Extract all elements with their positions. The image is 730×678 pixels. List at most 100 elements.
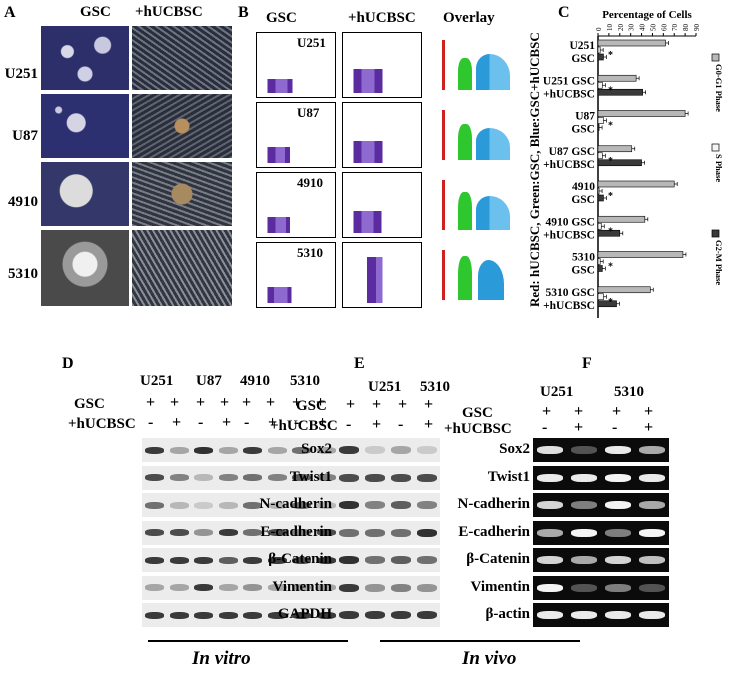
panel-e-gsc-label: GSC [296,398,327,414]
in-vitro-line [148,640,348,642]
chart-category-label: 5310 [572,252,595,264]
chart-legend-swatch [711,53,720,62]
blot-band [194,446,213,454]
blot-row [336,465,440,490]
blot-band [145,501,164,509]
blot-band [339,556,359,564]
in-vitro-label: In vitro [192,648,251,669]
blot-band [243,529,262,536]
blot-band [292,474,311,481]
histogram-4910-gsc: 4910 [256,172,336,238]
chart-bar [597,53,604,61]
panel-e-protein-label: GAPDH [277,606,332,622]
panel-b-header-gsc: GSC [266,10,297,26]
chart-x-tick-label: 70 [671,24,679,32]
blot-row [142,603,338,627]
blot-band [292,529,311,536]
chart-bar [597,46,601,54]
blot-band [169,446,189,454]
chart-bar [597,215,646,223]
chart-bar [597,124,600,131]
panel-e-hucbsc-sign: + [424,416,434,433]
blot-band [339,473,359,482]
chart-bar [597,159,642,167]
blot-row [336,548,440,572]
chart-bar [597,145,633,153]
panel-e-gsc-sign: + [398,396,408,413]
panel-e-protein-label: Twist1 [289,468,332,485]
micrograph-5310-gsc [41,230,129,306]
blot-row [142,548,338,572]
gel-band [537,473,563,482]
panel-c-letter: C [558,4,570,21]
chart-bar [597,152,603,160]
blot-band [169,474,189,481]
panel-e-protein-label: Vimentin [272,578,332,595]
blot-band [218,474,238,481]
chart-category-label: 4910 [572,181,595,193]
blot-band [243,501,262,509]
chart-x-tick-label: 40 [639,24,647,32]
gel-band [537,611,563,619]
panel-a-header-gsc: GSC [80,4,111,20]
panel-e-gsc-sign: + [372,396,382,413]
blot-band [391,528,411,537]
blot-band [169,529,189,536]
in-vivo-line [380,640,580,642]
panel-f-gsc-sign: + [542,403,552,420]
panel-d-hucbsc-sign: + [318,414,328,431]
panel-d-hucbsc-sign: - [294,414,300,431]
micrograph-u251-gsc [41,26,129,90]
panel-d-hucbsc-sign: - [148,414,154,431]
blot-band [316,556,336,564]
micrograph-4910-hucbsc [132,162,232,226]
micrograph-u251-hucbsc [132,26,232,90]
chart-x-tick-label: 90 [693,24,701,32]
chart-category-label: 4910 GSC [545,216,595,228]
chart-bar [597,286,651,294]
panel-e-protein-label: N-cadherin [259,496,333,512]
blot-row [142,493,338,517]
blot-band [391,446,411,454]
panel-a-row-label: U251 [4,66,38,82]
chart-significance-marker: * [608,262,613,273]
gel-band [571,501,597,509]
chart-significance-marker: * [608,191,613,202]
gel-row [533,438,669,462]
gel-band [639,473,665,482]
blot-band [417,473,437,482]
panel-d-gsc-sign: + [292,394,302,411]
panel-f-gene-label: Sox2 [499,441,530,457]
micrograph-5310-hucbsc [132,230,232,306]
histogram-4910-hucbsc [342,172,422,238]
gel-row [533,548,669,572]
blot-band [365,446,385,454]
blot-band [339,501,359,509]
blot-band [339,446,359,454]
chart-legend-label: G0-G1 Phase [714,64,724,112]
cell-cycle-chart: Percentage of Cells 0 10 20 30 40 50 60 70 80 90 * U… [543,9,724,318]
panel-f-gene-label: Vimentin [470,578,530,595]
blot-row [142,438,338,462]
blot-band [194,584,213,591]
blot-band [339,583,359,592]
blot-band [267,611,287,619]
gel-band [639,446,665,454]
panel-f-gene-label: β-Catenin [466,551,530,567]
blot-band [417,611,437,619]
blot-band [218,584,238,591]
blot-band [145,584,164,591]
blot-band [391,501,411,509]
blot-band [267,501,287,509]
blot-band [194,611,213,619]
chart-bar [597,117,604,124]
overlay-5310 [428,242,520,306]
chart-x-tick-label: 10 [606,24,614,32]
panel-d-gsc-label: GSC [74,396,105,412]
gel-band [571,528,597,537]
chart-bar [597,222,602,230]
chart-x-tick-label: 0 [595,27,603,31]
blot-band [218,611,238,619]
blot-band [145,446,164,454]
blot-band [218,501,238,509]
